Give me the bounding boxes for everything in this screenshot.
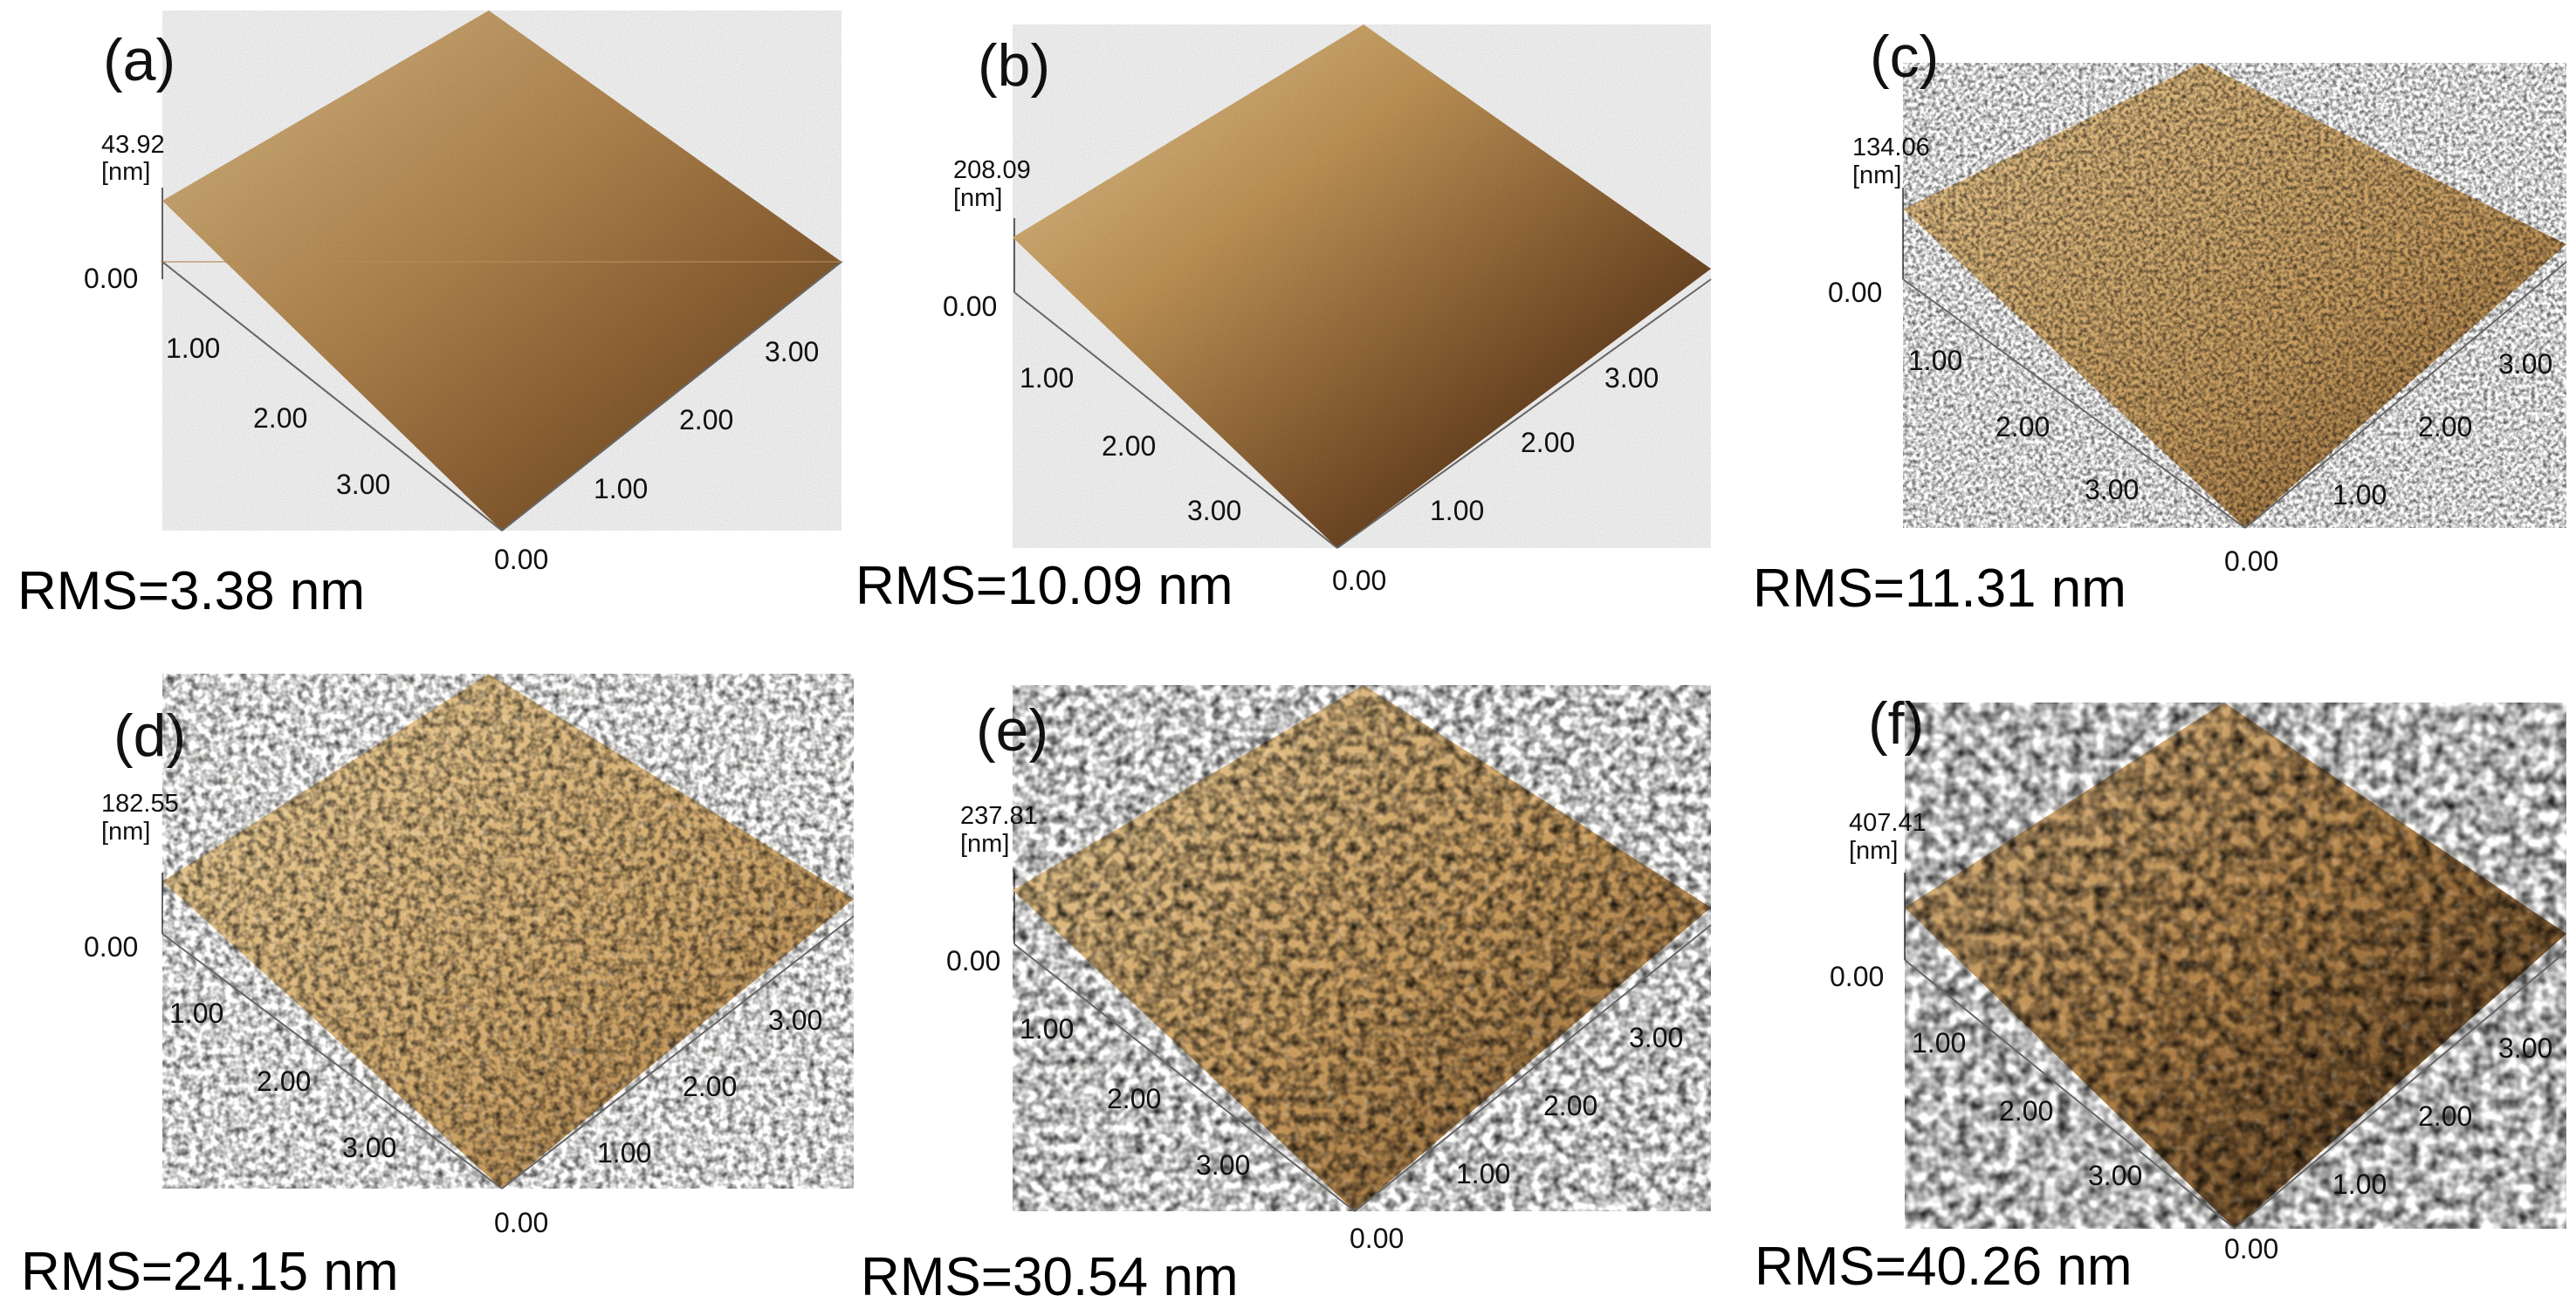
panel-f: (f) 407.41 [nm] 0.00 1.00 2.00 3.00 0.00… [1755, 690, 2567, 1297]
x-tick-label: 3.00 [336, 469, 390, 500]
origin-label: 0.00 [2224, 1233, 2278, 1265]
x-tick-label: 2.00 [253, 402, 307, 434]
y-tick-label: 1.00 [2332, 1169, 2387, 1200]
y-tick-label: 1.00 [594, 473, 648, 504]
x-tick-label: 2.00 [257, 1066, 311, 1097]
y-axis [1336, 278, 1712, 549]
surface-highlights [1905, 703, 2566, 1229]
z-max-label: 208.09 [953, 156, 1031, 184]
z-min-label: 0.00 [943, 291, 997, 322]
x-tick-label: 2.00 [1102, 430, 1156, 462]
y-tick-label: 3.00 [2498, 1032, 2552, 1064]
surface-texture [162, 10, 841, 531]
y-tick-label: 2.00 [683, 1071, 737, 1102]
origin-label: 0.00 [1350, 1223, 1404, 1254]
y-axis [501, 915, 855, 1189]
x-tick-label: 1.00 [1020, 1013, 1074, 1045]
surface-highlights [162, 674, 854, 1189]
y-tick-label: 2.00 [1521, 427, 1575, 458]
surface-texture [1903, 63, 2566, 528]
panel-a: (a) 43.92 [nm] 0.00 1.00 2.00 3.00 0.00 … [17, 10, 844, 621]
panel-label: (a) [103, 27, 175, 93]
rms-label: RMS=40.26 nm [1755, 1237, 2133, 1297]
x-tick-label: 1.00 [1020, 362, 1074, 394]
y-tick-label: 1.00 [597, 1137, 651, 1169]
rms-label: RMS=3.38 nm [17, 561, 365, 621]
x-tick-label: 3.00 [1187, 495, 1241, 526]
x-tick-label: 3.00 [342, 1132, 396, 1163]
x-tick-label: 1.00 [1908, 345, 1962, 376]
rms-label: RMS=30.54 nm [861, 1247, 1239, 1307]
surface-highlights [1013, 685, 1711, 1211]
panel-c: (c) 134.06 [nm] 0.00 1.00 2.00 3.00 0.00… [1753, 24, 2567, 619]
y-tick-label: 1.00 [1456, 1158, 1510, 1189]
x-axis [1902, 278, 2246, 529]
panel-b: (b) 208.09 [nm] 0.00 1.00 2.00 3.00 0.00… [855, 24, 1712, 616]
x-tick-label: 3.00 [1196, 1149, 1250, 1181]
y-tick-label: 2.00 [2418, 1100, 2472, 1132]
panel-label: (d) [113, 703, 186, 769]
x-axis [161, 261, 503, 531]
x-tick-label: 3.00 [2088, 1160, 2142, 1191]
origin-label: 0.00 [494, 1207, 548, 1238]
z-unit-label: [nm] [101, 818, 150, 846]
x-tick-label: 3.00 [2085, 474, 2139, 505]
origin-label: 0.00 [2224, 545, 2278, 577]
z-max-label: 43.92 [101, 131, 165, 159]
z-max-label: 237.81 [960, 802, 1038, 830]
x-tick-label: 2.00 [1996, 411, 2050, 442]
panel-label: (c) [1870, 24, 1939, 90]
z-max-label: 134.06 [1852, 134, 1930, 161]
x-axis [161, 933, 503, 1189]
x-tick-label: 1.00 [169, 997, 223, 1029]
y-tick-label: 3.00 [765, 336, 819, 367]
x-axis [1013, 291, 1338, 549]
y-axis [2234, 950, 2567, 1230]
rms-label: RMS=24.15 nm [21, 1242, 399, 1302]
y-tick-label: 1.00 [2332, 479, 2387, 511]
panel-e: (e) 237.81 [nm] 0.00 1.00 2.00 3.00 0.00… [861, 685, 1712, 1307]
y-tick-label: 1.00 [1430, 495, 1484, 526]
x-axis [1013, 943, 1356, 1212]
y-axis [1354, 924, 1712, 1212]
y-tick-label: 2.00 [679, 404, 733, 435]
panel-label: (b) [978, 32, 1050, 99]
y-axis [501, 261, 842, 531]
z-min-label: 0.00 [1828, 277, 1882, 308]
z-unit-label: [nm] [1849, 837, 1898, 865]
y-tick-label: 3.00 [1629, 1022, 1683, 1053]
y-tick-label: 3.00 [1604, 362, 1659, 394]
z-min-label: 0.00 [946, 945, 1000, 977]
z-unit-label: [nm] [960, 830, 1009, 858]
z-max-label: 182.55 [101, 790, 179, 818]
rms-label: RMS=10.09 nm [855, 556, 1233, 616]
x-tick-label: 1.00 [1912, 1027, 1966, 1059]
z-min-label: 0.00 [1830, 961, 1884, 992]
x-tick-label: 1.00 [166, 332, 220, 364]
x-tick-label: 2.00 [1107, 1083, 1161, 1114]
z-min-label: 0.00 [84, 931, 138, 963]
z-min-label: 0.00 [84, 263, 138, 294]
y-tick-label: 2.00 [1543, 1090, 1597, 1121]
panel-label: (f) [1868, 690, 1924, 757]
surface-texture [1013, 24, 1711, 548]
x-tick-label: 2.00 [1999, 1095, 2053, 1127]
y-tick-label: 3.00 [2498, 348, 2552, 380]
x-axis [1904, 959, 2236, 1230]
panel-label: (e) [976, 697, 1048, 764]
y-axis [2244, 261, 2567, 529]
z-unit-label: [nm] [1852, 161, 1901, 189]
y-tick-label: 3.00 [768, 1004, 822, 1036]
z-max-label: 407.41 [1849, 809, 1927, 837]
z-unit-label: [nm] [101, 158, 150, 186]
z-unit-label: [nm] [953, 184, 1002, 212]
panel-d: (d) 182.55 [nm] 0.00 1.00 2.00 3.00 0.00… [21, 674, 855, 1302]
origin-label: 0.00 [494, 544, 548, 575]
rms-label: RMS=11.31 nm [1753, 559, 2126, 619]
origin-label: 0.00 [1332, 565, 1386, 596]
y-tick-label: 2.00 [2418, 411, 2472, 442]
